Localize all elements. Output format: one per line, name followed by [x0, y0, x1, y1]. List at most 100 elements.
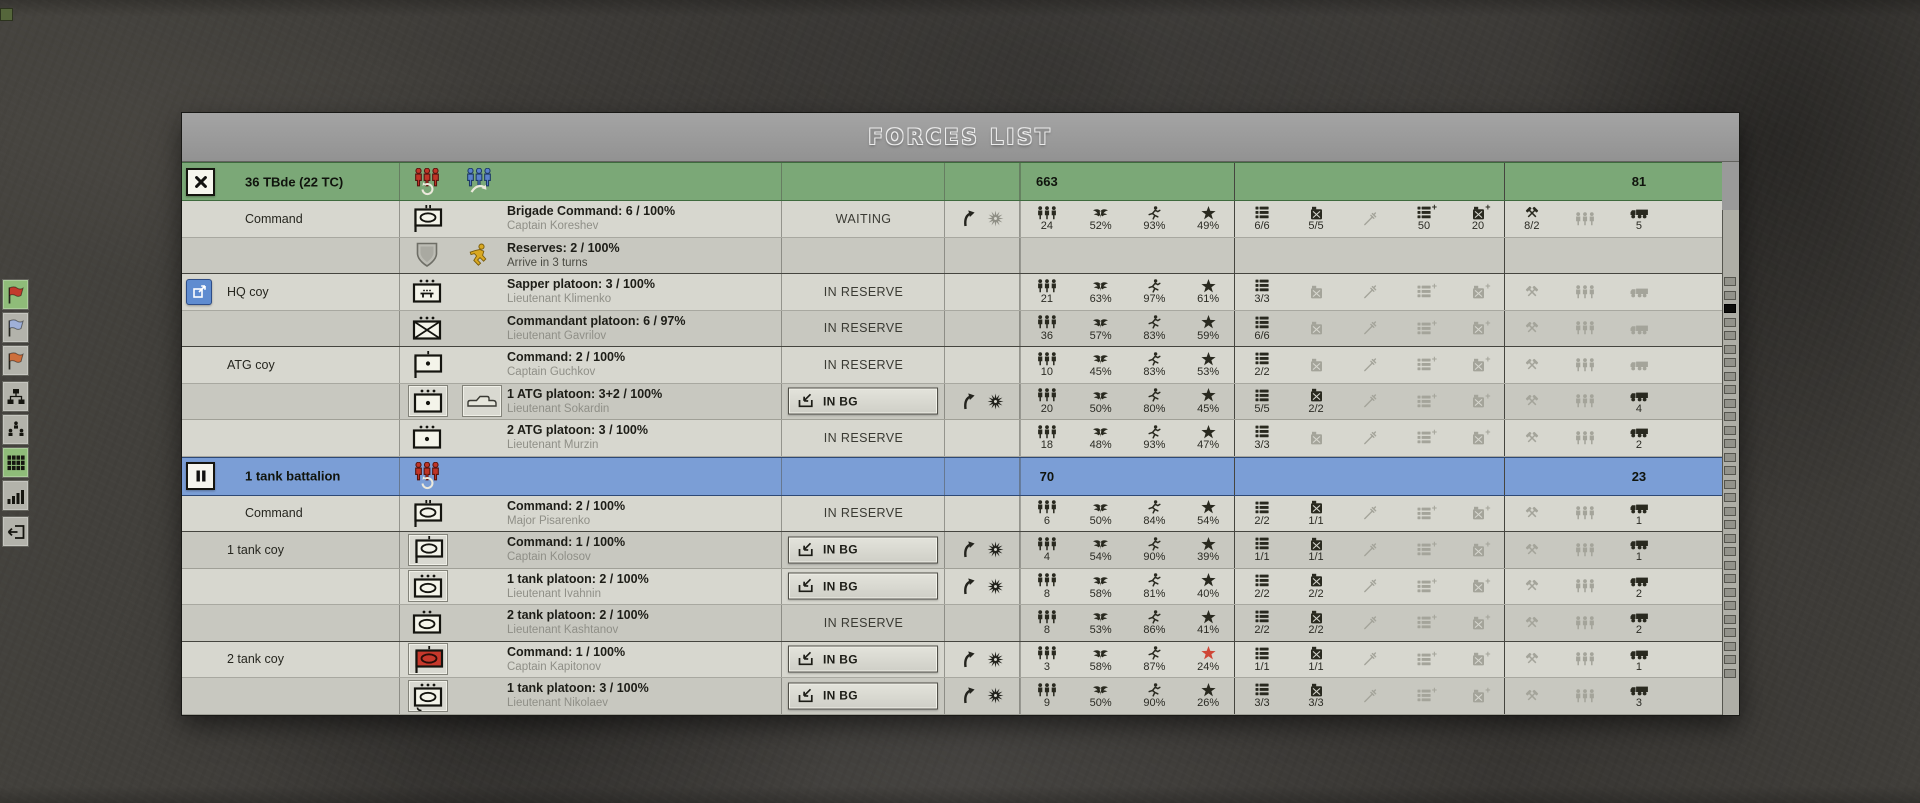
forces-grid-button[interactable]	[2, 447, 29, 478]
unit-slot-segment[interactable]	[1724, 506, 1736, 516]
box-oval-unit-icon[interactable]	[408, 570, 448, 603]
unit-slot-segment[interactable]	[1724, 412, 1736, 421]
combat-burst-icon[interactable]	[987, 578, 1004, 595]
fuel-icon	[1310, 388, 1323, 403]
truck-icon	[1629, 284, 1649, 299]
unit-slot-segment[interactable]	[1724, 304, 1736, 313]
in-bg-button[interactable]: IN BG	[788, 645, 938, 673]
combat-burst-icon[interactable]	[987, 210, 1004, 227]
combat-burst-icon[interactable]	[987, 651, 1004, 668]
stat-fuel-value: 1/1	[1308, 551, 1324, 564]
unit-slot-segment[interactable]	[1724, 317, 1736, 327]
flag-dot-unit-icon[interactable]	[408, 350, 446, 380]
shield-unit-icon[interactable]	[408, 240, 446, 270]
group-header-row[interactable]: 36 TBde (22 TC) 663 81	[182, 162, 1722, 201]
unit-slot-segment[interactable]	[1724, 655, 1736, 664]
unit-slot-segment[interactable]	[1724, 641, 1736, 651]
unit-row[interactable]: 1 tank coy Command: 1 / 100% Captain Kolos…	[182, 531, 1722, 569]
unit-row[interactable]: HQ coy Sapper platoon: 3 / 100% Lieutenant…	[182, 273, 1722, 311]
unit-slot-segment[interactable]	[1724, 425, 1736, 435]
unit-slot-segment[interactable]	[1724, 493, 1736, 502]
pause-group-button[interactable]	[186, 462, 215, 490]
unit-slot-segment[interactable]	[1724, 601, 1736, 610]
unit-row[interactable]: 2 ATG platoon: 3 / 100% Lieutenant Murzin…	[182, 420, 1722, 457]
combat-burst-icon[interactable]	[987, 541, 1004, 558]
unit-slot-segment[interactable]	[1724, 344, 1736, 354]
detach-company-button[interactable]	[186, 278, 212, 305]
unit-row[interactable]: Commandant platoon: 6 / 97% Lieutenant Ga…	[182, 310, 1722, 347]
in-bg-button[interactable]: IN BG	[788, 572, 938, 600]
unit-row[interactable]: 2 tank coy Command: 1 / 100% Captain Kapit…	[182, 640, 1722, 678]
flag-oval-unit-icon[interactable]	[408, 204, 446, 234]
stat-men-value: 6	[1043, 514, 1050, 527]
flag-red-button[interactable]	[2, 279, 29, 310]
combat-burst-icon[interactable]	[987, 393, 1004, 410]
stat-melee	[1343, 274, 1397, 310]
flag-blue-button[interactable]	[2, 312, 29, 343]
box-dot-unit-icon[interactable]	[408, 385, 448, 418]
flag-oval-unit-icon[interactable]	[408, 498, 446, 528]
box-sapper-unit-icon[interactable]	[408, 277, 446, 307]
unit-slot-segment[interactable]	[1724, 290, 1736, 300]
combat-burst-icon[interactable]	[987, 687, 1004, 704]
unit-slot-segment[interactable]	[1724, 371, 1736, 381]
stat-fuel	[1289, 274, 1343, 310]
unit-slot-segment[interactable]	[1724, 587, 1736, 597]
squad-arrow-blue-icon[interactable]	[460, 167, 498, 197]
flag-oval-unit-icon[interactable]	[408, 643, 448, 676]
exit-button[interactable]	[2, 516, 29, 547]
flag-orange-button[interactable]	[2, 345, 29, 376]
unit-slot-segment[interactable]	[1724, 614, 1736, 624]
unit-row[interactable]: 1 tank platoon: 2 / 100% Lieutenant Ivahn…	[182, 568, 1722, 605]
flag-oval-unit-icon[interactable]	[408, 533, 448, 566]
box-dot-unit-icon[interactable]	[408, 423, 446, 453]
unit-row[interactable]: 1 ATG platoon: 3+2 / 100% Lieutenant Soka…	[182, 383, 1722, 420]
unit-slot-segment[interactable]	[1724, 628, 1736, 637]
in-bg-button[interactable]: IN BG	[788, 387, 938, 415]
unit-slot-scrollbar[interactable]	[1722, 162, 1739, 715]
box-oval-hook-unit-icon[interactable]	[408, 679, 448, 712]
unit-slot-segment[interactable]	[1724, 574, 1736, 583]
collapse-group-button[interactable]	[186, 167, 215, 196]
withdraw-arrow-icon[interactable]	[962, 210, 975, 227]
unit-row[interactable]: Command Brigade Command: 6 / 100% Captain …	[182, 201, 1722, 238]
unit-slot-segment[interactable]	[1724, 479, 1736, 489]
box-x-unit-icon[interactable]	[408, 313, 446, 343]
unit-row[interactable]: 2 tank platoon: 2 / 100% Lieutenant Kasht…	[182, 605, 1722, 642]
squad-refresh-red-icon[interactable]	[408, 461, 446, 491]
unit-row[interactable]: ATG coy Command: 2 / 100% Captain Guchkov I…	[182, 346, 1722, 384]
unit-row[interactable]: 1 tank platoon: 3 / 100% Lieutenant Nikol…	[182, 678, 1722, 715]
withdraw-arrow-icon[interactable]	[962, 687, 975, 704]
stat-fuel_resupply	[1451, 458, 1505, 495]
in-bg-button[interactable]: IN BG	[788, 682, 938, 710]
unit-slot-segment[interactable]	[1724, 398, 1736, 408]
unit-slot-segment[interactable]	[1724, 385, 1736, 394]
unit-row[interactable]: Command Command: 2 / 100% Major Pisarenko I…	[182, 495, 1722, 532]
unit-slot-segment[interactable]	[1724, 520, 1736, 529]
org-chart-button[interactable]	[2, 381, 29, 412]
fuel-plus-icon: +	[1472, 391, 1491, 409]
withdraw-arrow-icon[interactable]	[962, 541, 975, 558]
unit-slot-segment[interactable]	[1724, 277, 1736, 286]
bar-chart-button[interactable]	[2, 480, 29, 511]
unit-slot-segment[interactable]	[1724, 533, 1736, 543]
unit-slot-segment[interactable]	[1724, 358, 1736, 367]
withdraw-arrow-icon[interactable]	[962, 578, 975, 595]
unit-slot-segment[interactable]	[1724, 560, 1736, 570]
unit-slot-segment[interactable]	[1724, 452, 1736, 462]
car-unit-icon[interactable]	[462, 385, 502, 418]
unit-slot-segment[interactable]	[1724, 547, 1736, 556]
withdraw-arrow-icon[interactable]	[962, 651, 975, 668]
unit-slot-segment[interactable]	[1724, 668, 1736, 678]
unit-slot-segment[interactable]	[1724, 439, 1736, 448]
soldier-unit-icon[interactable]	[460, 240, 498, 270]
org-people-button[interactable]	[2, 414, 29, 445]
box-oval-unit-icon[interactable]	[408, 608, 446, 638]
withdraw-arrow-icon[interactable]	[962, 393, 975, 410]
unit-slot-segment[interactable]	[1724, 466, 1736, 475]
group-header-row[interactable]: 1 tank battalion 70 23	[182, 456, 1722, 496]
in-bg-button[interactable]: IN BG	[788, 536, 938, 564]
squad-refresh-red-icon[interactable]	[408, 167, 446, 197]
unit-row[interactable]: Reserves: 2 / 100% Arrive in 3 turns	[182, 237, 1722, 274]
unit-slot-segment[interactable]	[1724, 331, 1736, 340]
